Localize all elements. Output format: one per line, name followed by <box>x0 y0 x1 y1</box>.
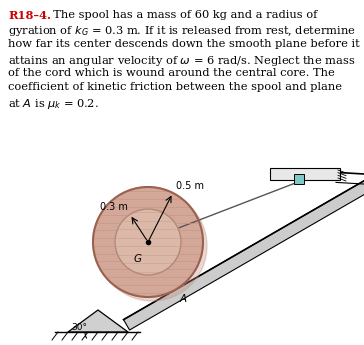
Text: attains an angular velocity of $\omega$ = 6 rad/s. Neglect the mass: attains an angular velocity of $\omega$ … <box>8 53 355 68</box>
Text: gyration of $k_G$ = 0.3 m. If it is released from rest, determine: gyration of $k_G$ = 0.3 m. If it is rele… <box>8 24 356 39</box>
Text: A: A <box>179 294 187 304</box>
Text: R18–4.: R18–4. <box>8 10 51 21</box>
Polygon shape <box>123 175 364 330</box>
Circle shape <box>93 187 203 297</box>
Text: 0.3 m: 0.3 m <box>100 203 128 213</box>
Text: 30°: 30° <box>71 323 87 332</box>
Polygon shape <box>68 310 128 332</box>
Text: at $A$ is $\mu_k$ = 0.2.: at $A$ is $\mu_k$ = 0.2. <box>8 97 99 111</box>
Bar <box>294 174 304 184</box>
Circle shape <box>115 209 181 275</box>
Circle shape <box>97 191 207 301</box>
Text: of the cord which is wound around the central core. The: of the cord which is wound around the ce… <box>8 68 335 78</box>
Polygon shape <box>270 168 340 180</box>
Text: 0.5 m: 0.5 m <box>176 181 204 191</box>
Text: how far its center descends down the smooth plane before it: how far its center descends down the smo… <box>8 39 360 49</box>
Text: G: G <box>134 254 142 264</box>
Text: coefficient of kinetic friction between the spool and plane: coefficient of kinetic friction between … <box>8 82 342 92</box>
Text: The spool has a mass of 60 kg and a radius of: The spool has a mass of 60 kg and a radi… <box>46 10 317 20</box>
